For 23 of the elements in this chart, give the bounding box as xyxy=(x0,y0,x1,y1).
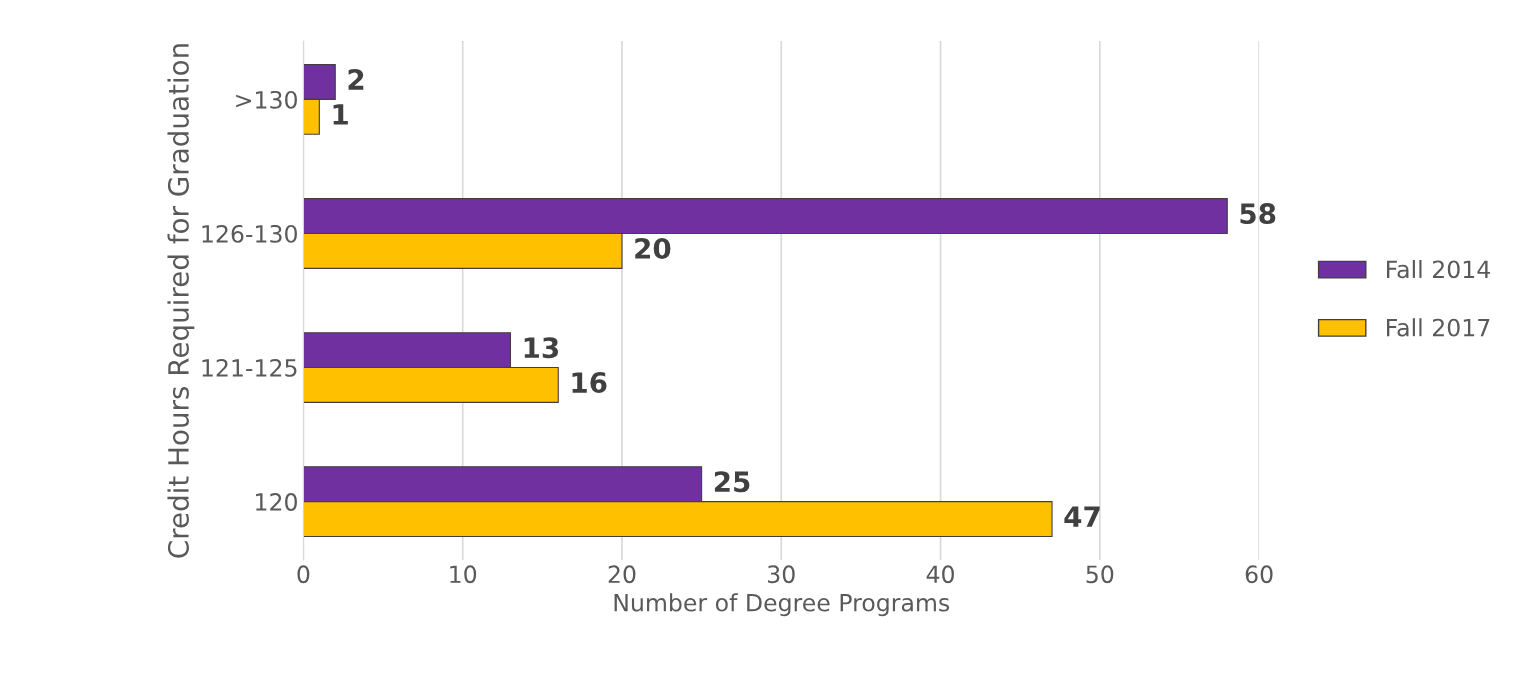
x-axis-title: Number of Degree Programs xyxy=(614,593,950,617)
x-tick-label: 40 xyxy=(926,565,954,584)
x-tick-label: 10 xyxy=(450,565,477,584)
data-label: 2 xyxy=(348,69,364,90)
legend-label: Fall 2017 xyxy=(1387,318,1490,337)
data-label: 20 xyxy=(635,237,671,259)
y-tick-label: >130 xyxy=(236,90,297,109)
x-tick-label: 50 xyxy=(1086,565,1114,584)
x-tick-label: 20 xyxy=(608,565,636,584)
x-tick-label: 30 xyxy=(768,565,795,584)
data-label: 16 xyxy=(572,372,607,394)
data-label: 13 xyxy=(524,337,559,359)
y-tick-label: 121-125 xyxy=(202,359,297,377)
legend-label: Fall 2014 xyxy=(1387,259,1490,279)
y-axis-title: Credit Hours Required for Graduation xyxy=(167,44,195,558)
y-tick-label: 126-130 xyxy=(202,224,297,243)
x-tick-label: 60 xyxy=(1245,565,1273,584)
data-label: 58 xyxy=(1240,203,1276,225)
data-label: 47 xyxy=(1064,506,1100,527)
y-tick-label: 120 xyxy=(256,493,297,511)
data-label: 25 xyxy=(714,471,750,493)
x-tick-label: 0 xyxy=(297,565,310,584)
data-label: 1 xyxy=(333,104,348,125)
